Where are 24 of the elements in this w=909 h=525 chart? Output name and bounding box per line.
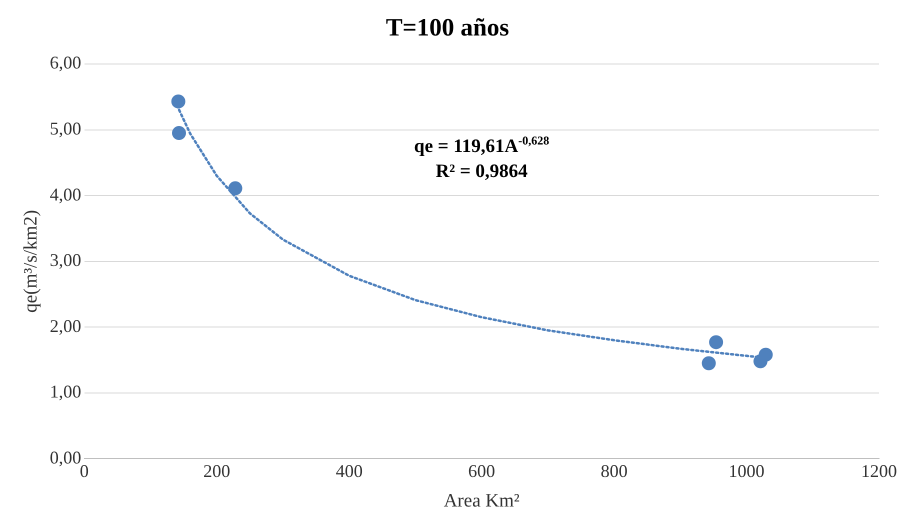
point: [171, 94, 186, 108]
point: [758, 348, 773, 362]
x-axis-title: Area Km²: [444, 490, 520, 512]
point: [228, 181, 242, 196]
y-tick-label: 2,00: [50, 316, 82, 336]
x-tick-label: 800: [600, 461, 628, 482]
y-tick-label: 0,00: [50, 447, 82, 468]
y-tick-label: 1,00: [50, 382, 82, 402]
y-tick-label: 4,00: [50, 184, 82, 204]
y-axis-title: qe(m³/s/km2): [20, 210, 42, 313]
annotation: R² = 0,9864: [436, 161, 528, 182]
point: [172, 126, 186, 140]
chart-title: T=100 años: [386, 14, 510, 42]
x-tick-label: 600: [468, 461, 496, 482]
x-tick-label: 400: [336, 461, 363, 482]
x-tick-label: 0: [80, 461, 89, 482]
point: [702, 356, 716, 370]
y-tick-label: 6,00: [50, 52, 82, 73]
y-tick-label: 3,00: [50, 250, 82, 270]
x-tick-label: 1200: [861, 461, 897, 482]
y-tick-label: 5,00: [50, 118, 82, 138]
x-tick-label: 200: [203, 461, 230, 482]
point: [709, 335, 724, 350]
x-tick-label: 1000: [728, 461, 765, 482]
